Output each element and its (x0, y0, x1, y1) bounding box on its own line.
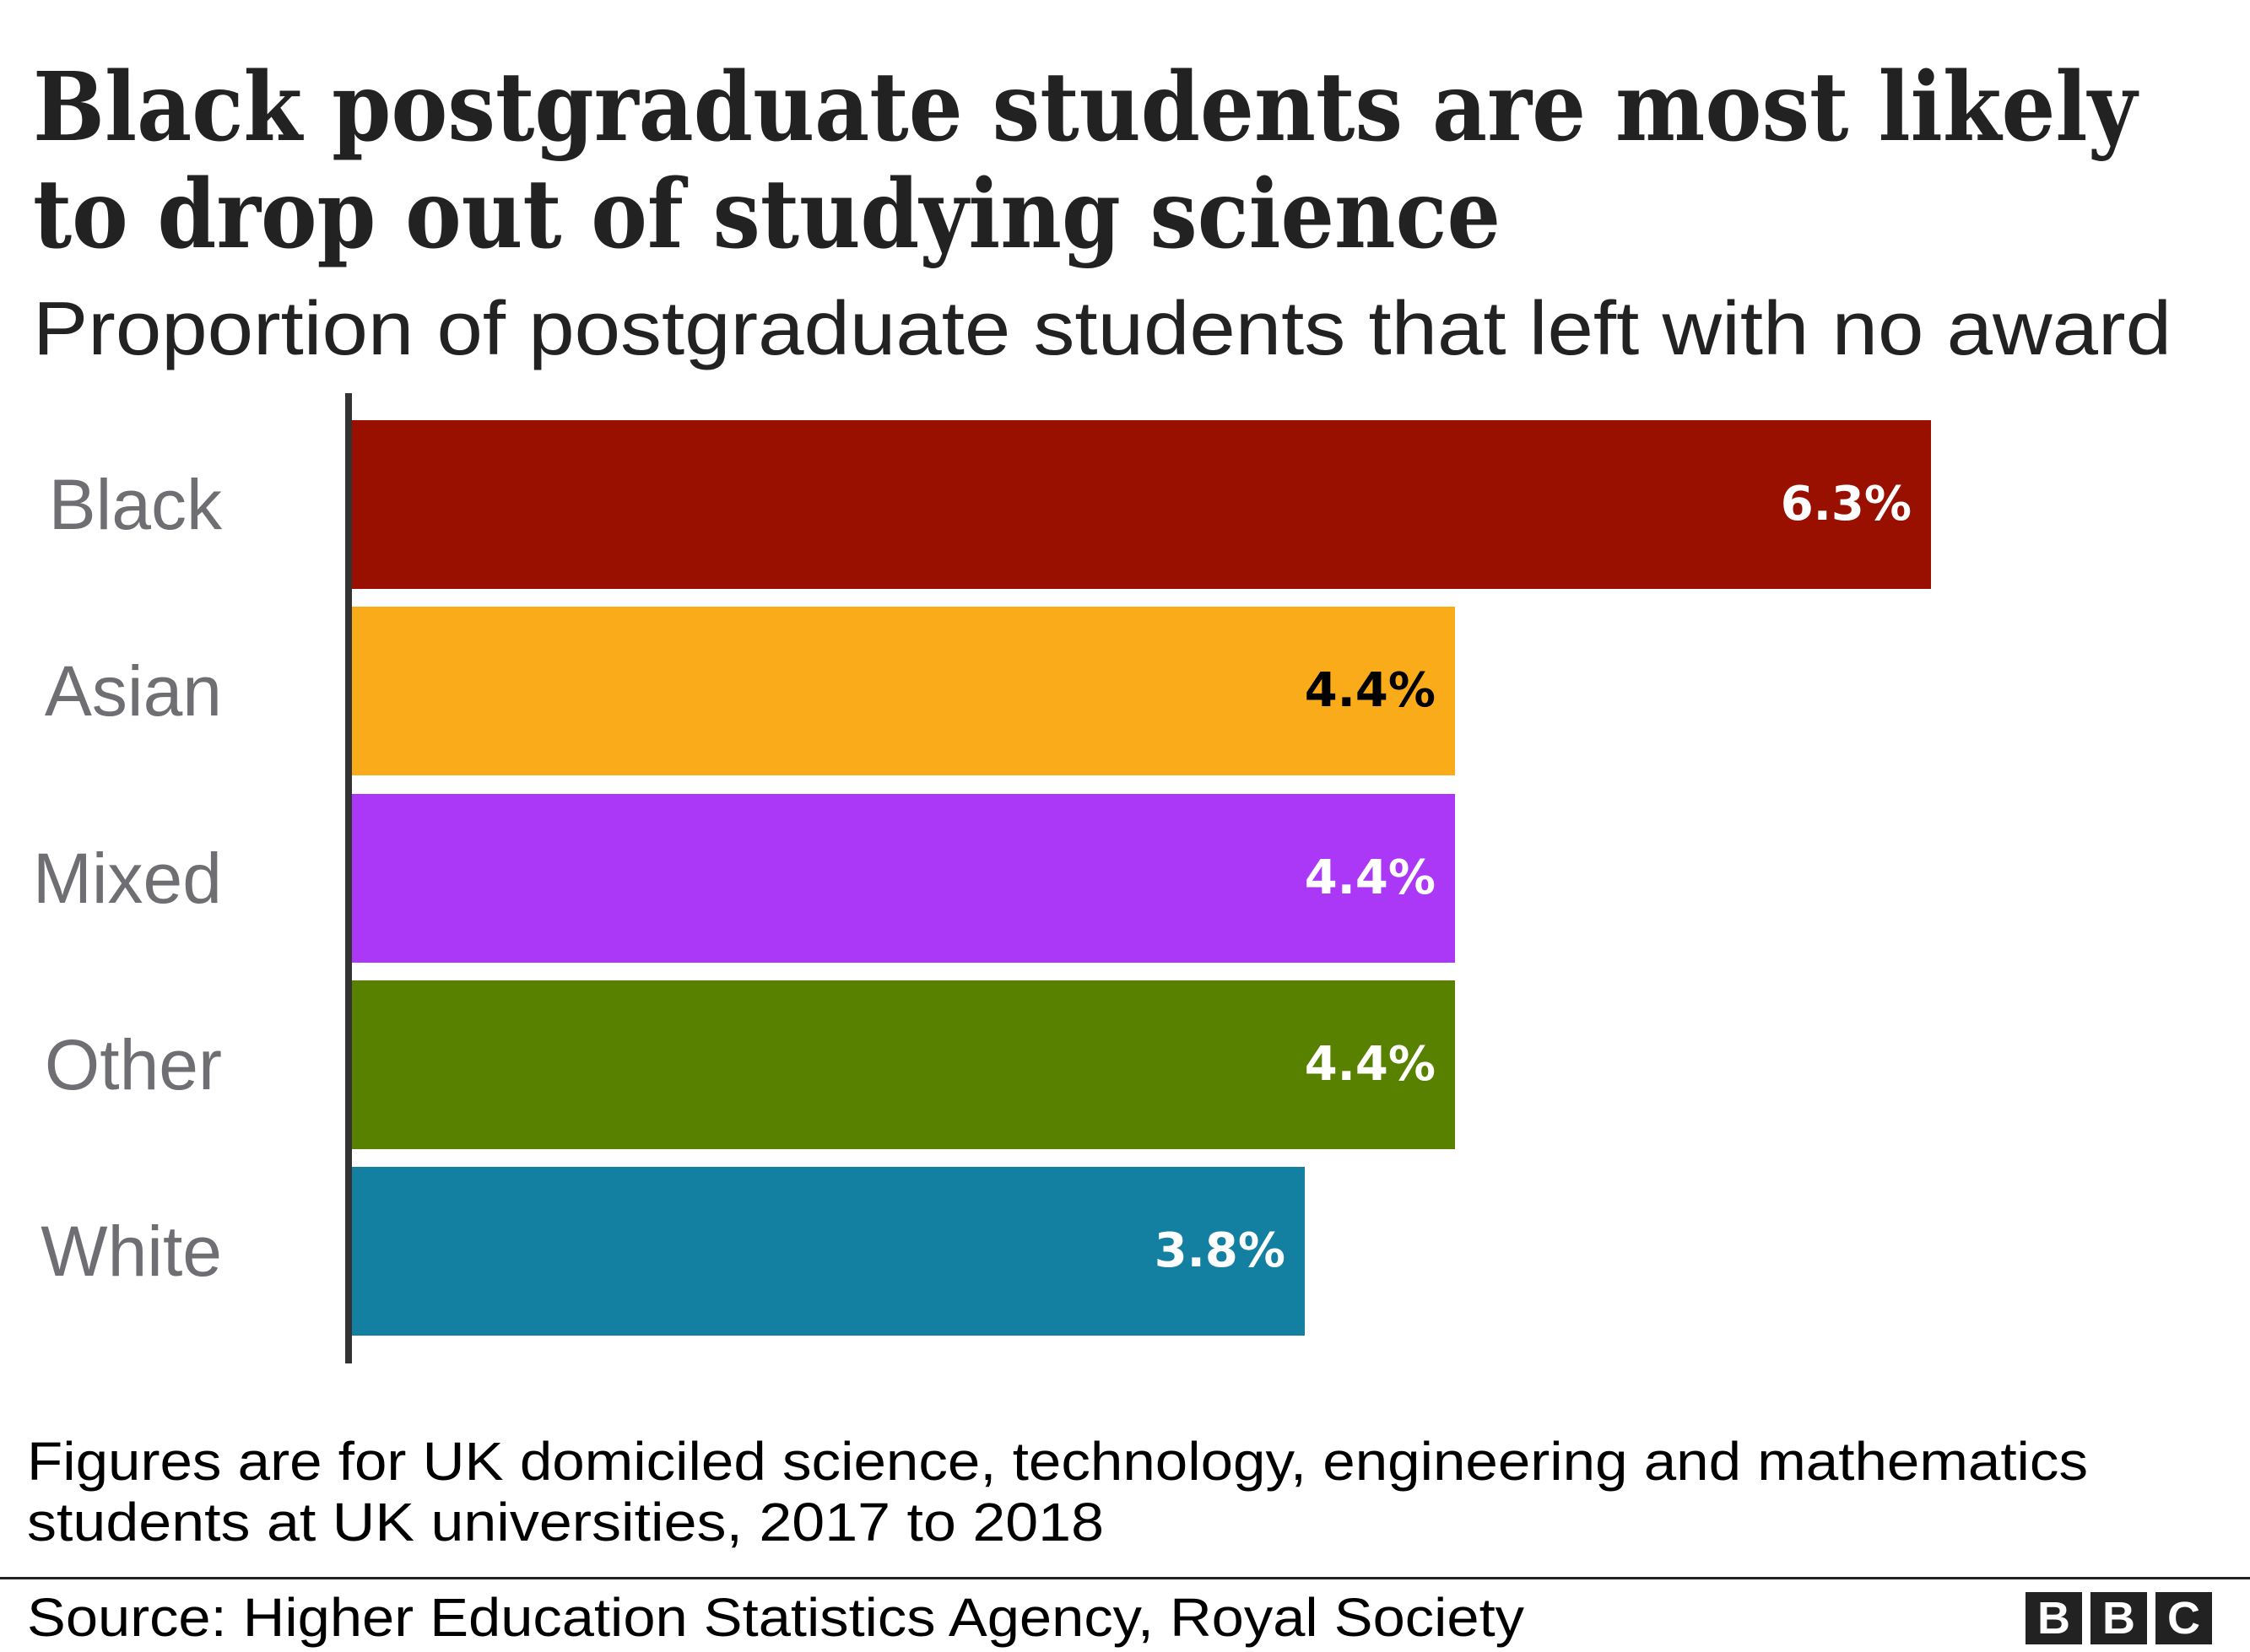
chart-title-line-1: Black postgraduate students are most lik… (33, 61, 2250, 155)
bar-value-other: 4.4% (1304, 1037, 1436, 1092)
bar-asian: 4.4% (352, 607, 1455, 775)
footer-divider (0, 1577, 2250, 1579)
chart-title-text-2: to drop out of studying science (33, 159, 1501, 270)
bbc-logo-block-3: C (2155, 1592, 2212, 1644)
bar-value-black: 6.3% (1780, 477, 1912, 532)
chart-subtitle: Proportion of postgraduate students that… (33, 291, 2172, 367)
bbc-logo-block-2: B (2090, 1592, 2147, 1644)
footnote-line-2: students at UK universities, 2017 to 201… (27, 1495, 1104, 1549)
bar-other: 4.4% (352, 980, 1455, 1149)
bbc-logo: B B C (2026, 1592, 2212, 1644)
source-line: Source: Higher Education Statistics Agen… (27, 1590, 1524, 1644)
bbc-logo-block-1: B (2026, 1592, 2082, 1644)
footnote-text-2: students at UK universities, 2017 to 201… (27, 1492, 1104, 1552)
chart-title-line-2: to drop out of studying science (33, 168, 1679, 262)
footnote-line-1: Figures are for UK domiciled science, te… (27, 1434, 2088, 1488)
category-label-asian: Asian (44, 651, 222, 731)
bar-mixed: 4.4% (352, 794, 1455, 963)
category-label-other: Other (44, 1025, 222, 1104)
bar-white: 3.8% (352, 1167, 1305, 1336)
chart-title-text-1: Black postgraduate students are most lik… (33, 52, 2137, 163)
category-label-white: White (41, 1212, 222, 1291)
source-text: Source: Higher Education Statistics Agen… (27, 1587, 1524, 1648)
category-label-black: Black (48, 465, 222, 544)
bar-value-asian: 4.4% (1304, 663, 1436, 718)
bar-value-white: 3.8% (1154, 1223, 1285, 1278)
bar-value-mixed: 4.4% (1304, 850, 1436, 905)
y-axis-line (345, 393, 352, 1363)
category-label-mixed: Mixed (32, 839, 222, 918)
chart-subtitle-text: Proportion of postgraduate students that… (33, 287, 2172, 371)
footnote-text-1: Figures are for UK domiciled science, te… (27, 1431, 2088, 1492)
bar-black: 6.3% (352, 420, 1931, 589)
